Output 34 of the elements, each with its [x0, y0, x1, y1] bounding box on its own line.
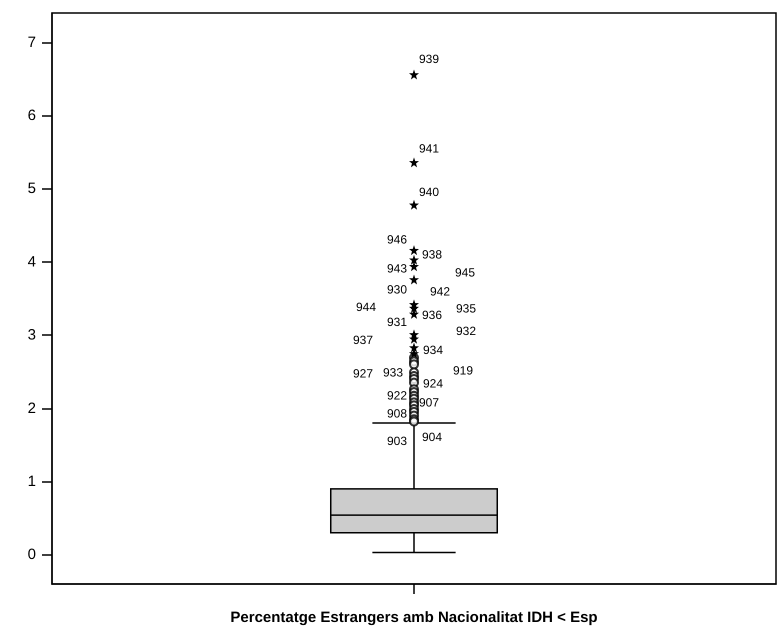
- annotation: 935: [456, 302, 476, 316]
- annotation: 930: [386, 282, 408, 296]
- annotation: 922: [386, 388, 408, 402]
- y-tick-label: 6: [28, 106, 36, 124]
- annotation: 938: [422, 248, 442, 262]
- annotation: 941: [418, 142, 440, 156]
- annotation: 934: [422, 343, 444, 357]
- annotation: 907: [418, 396, 440, 410]
- annotation: 937: [352, 333, 374, 347]
- annotation: 945: [454, 266, 476, 280]
- annotation: 933: [382, 366, 404, 380]
- annotation: 942: [430, 284, 450, 298]
- annotation: 944: [356, 300, 376, 314]
- y-tick-label: 0: [28, 546, 36, 564]
- y-tick-label: 2: [28, 400, 36, 417]
- annotation: 919: [452, 364, 474, 378]
- annotation: 903: [386, 434, 408, 448]
- x-axis-title: Percentatge Estrangers amb Nacionalitat IDH < Esp: [230, 609, 598, 626]
- annotation: 908: [386, 406, 408, 420]
- annotation: 936: [422, 308, 442, 322]
- annotation: 943: [386, 262, 408, 276]
- annotation: 931: [386, 315, 408, 329]
- y-tick-label: 5: [28, 180, 36, 198]
- y-tick-label: 3: [28, 326, 36, 344]
- annotation: 924: [422, 376, 444, 390]
- y-tick-label: 1: [28, 473, 36, 490]
- annotation: 940: [418, 185, 440, 199]
- annotation: 927: [352, 366, 374, 380]
- annotation: 904: [422, 430, 442, 444]
- annotation: 946: [386, 232, 408, 246]
- y-tick-label: 7: [28, 34, 36, 51]
- annotation: 932: [456, 324, 476, 338]
- annotation: 939: [418, 52, 440, 66]
- y-tick-label: 4: [28, 253, 36, 270]
